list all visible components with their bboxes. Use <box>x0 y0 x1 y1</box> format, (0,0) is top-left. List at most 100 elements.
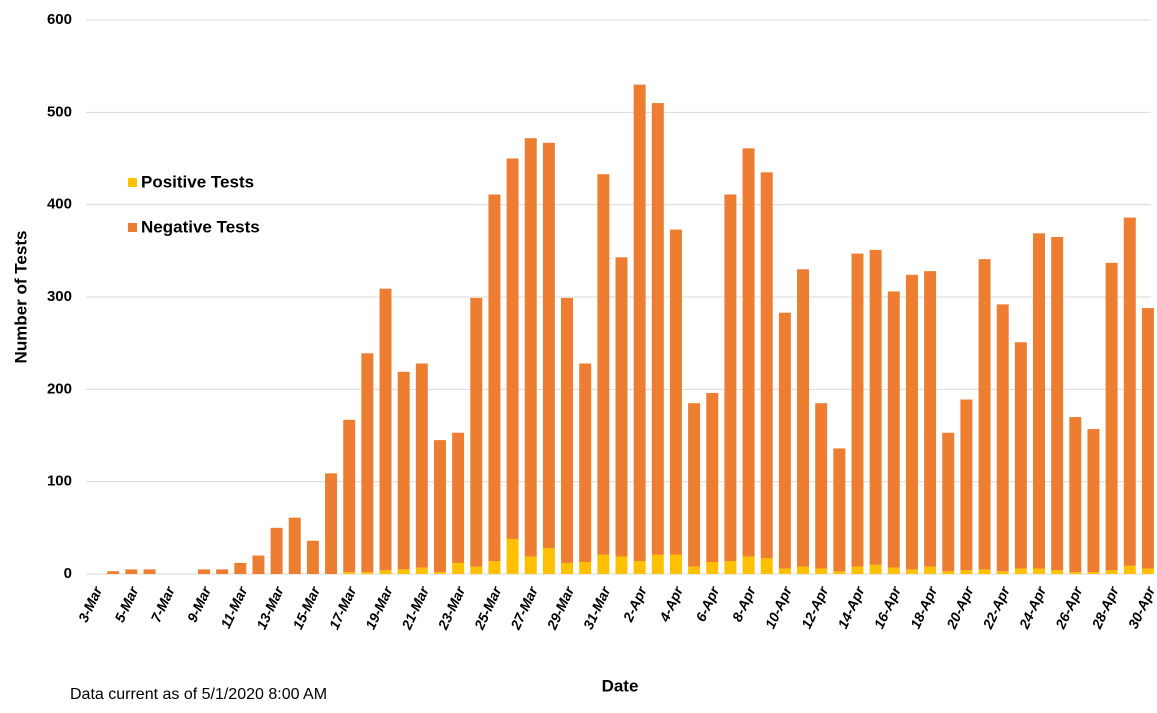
bar-segment <box>960 399 973 571</box>
x-tick-label: 30-Apr <box>1125 583 1157 631</box>
x-tick-label: 22-Apr <box>979 583 1013 632</box>
bar-segment <box>325 473 338 574</box>
bar-segment <box>107 571 120 574</box>
bar-segment <box>815 568 828 574</box>
bar-segment <box>615 556 628 574</box>
x-tick-label: 31-Mar <box>580 583 614 632</box>
bar-segment <box>415 567 428 574</box>
legend-swatch <box>128 178 137 187</box>
x-tick-label: 24-Apr <box>1015 583 1049 632</box>
bar-segment <box>488 561 501 574</box>
x-tick-label: 6-Apr <box>692 583 723 624</box>
bar-segment <box>1141 568 1154 574</box>
bar-segment <box>1069 572 1082 574</box>
bar-segment <box>452 432 465 563</box>
x-tick-label: 3-Mar <box>75 583 106 625</box>
bar-segment <box>651 554 664 574</box>
bar-segment <box>978 259 991 570</box>
bar-segment <box>996 571 1009 574</box>
bar-segment <box>125 569 138 574</box>
bar-segment <box>651 103 664 555</box>
bar-segment <box>379 570 392 574</box>
bar-segment <box>343 419 356 573</box>
bar-segment <box>470 566 483 574</box>
y-tick-label: 200 <box>47 380 72 397</box>
y-axis-label: Number of Tests <box>11 231 30 364</box>
bar-segment <box>1141 308 1154 569</box>
x-tick-label: 23-Mar <box>434 583 469 633</box>
bar-segment <box>833 448 846 572</box>
bar-segment <box>688 403 701 567</box>
bar-segment <box>433 440 446 573</box>
bar-segment <box>833 571 846 574</box>
x-tick-label: 21-Mar <box>398 583 433 633</box>
bar-segment <box>579 561 592 574</box>
x-tick-label: 17-Mar <box>326 583 360 632</box>
bar-segment <box>198 569 210 574</box>
bar-segment <box>960 570 973 574</box>
bar-segment <box>615 257 628 557</box>
y-tick-label: 600 <box>47 11 72 28</box>
bar-segment <box>1105 262 1118 571</box>
bar-segment <box>742 556 755 574</box>
bar-segment <box>688 566 701 574</box>
bar-segment <box>760 558 773 574</box>
bar-segment <box>942 432 955 572</box>
x-tick-label: 7-Mar <box>147 583 178 625</box>
bar-segment <box>524 556 537 574</box>
bar-segment <box>524 138 537 557</box>
x-tick-label: 11-Mar <box>217 583 251 631</box>
bar-segment <box>851 566 864 574</box>
bar-segment <box>397 371 410 570</box>
bar-segment <box>706 393 719 562</box>
x-tick-label: 9-Mar <box>184 583 215 625</box>
bar-segment <box>379 288 392 571</box>
x-tick-label: 15-Mar <box>289 583 323 632</box>
x-tick-label: 8-Apr <box>729 583 760 624</box>
bar-segment <box>1014 342 1027 569</box>
x-tick-label: 20-Apr <box>943 583 977 632</box>
bar-segment <box>579 363 592 562</box>
x-tick-label: 12-Apr <box>798 583 832 631</box>
x-tick-label: 18-Apr <box>907 583 941 631</box>
x-tick-label: 28-Apr <box>1088 583 1122 632</box>
bar-segment <box>1014 568 1027 574</box>
y-tick-label: 400 <box>47 196 72 213</box>
bar-segment <box>452 562 465 574</box>
bar-segment <box>1051 236 1064 571</box>
bar-segment <box>397 569 410 574</box>
bar-segment <box>597 554 610 574</box>
bar-segment <box>1069 417 1082 573</box>
x-tick-label: 26-Apr <box>1052 583 1086 632</box>
bar-segment <box>669 554 682 574</box>
x-tick-label: 4-Apr <box>656 583 687 625</box>
bar-segment <box>1087 429 1100 573</box>
bar-segment <box>1033 568 1045 574</box>
bar-segment <box>252 555 265 574</box>
bar-segment <box>633 561 646 574</box>
y-tick-label: 100 <box>47 473 72 490</box>
bar-segment <box>506 158 519 539</box>
x-tick-label: 27-Mar <box>507 583 542 633</box>
bar-segment <box>924 271 937 567</box>
bar-segment <box>797 269 810 567</box>
bar-segment <box>270 527 283 574</box>
bar-segment <box>561 562 574 574</box>
legend-label: Positive Tests <box>141 172 254 191</box>
bar-segment <box>724 561 737 574</box>
bar-segment <box>815 403 828 569</box>
bar-segment <box>778 568 791 574</box>
y-tick-label: 0 <box>64 565 72 582</box>
x-tick-label: 2-Apr <box>619 583 650 625</box>
bar-segment <box>742 148 755 557</box>
bar-segment <box>470 297 483 567</box>
bar-segment <box>887 567 900 574</box>
bar-segment <box>724 194 737 562</box>
bar-segment <box>1033 233 1045 569</box>
x-tick-label: 13-Mar <box>253 583 287 632</box>
bar-segment <box>942 571 955 574</box>
bar-segment <box>234 562 247 574</box>
bar-segment <box>506 538 519 574</box>
bar-segment <box>1123 217 1136 566</box>
